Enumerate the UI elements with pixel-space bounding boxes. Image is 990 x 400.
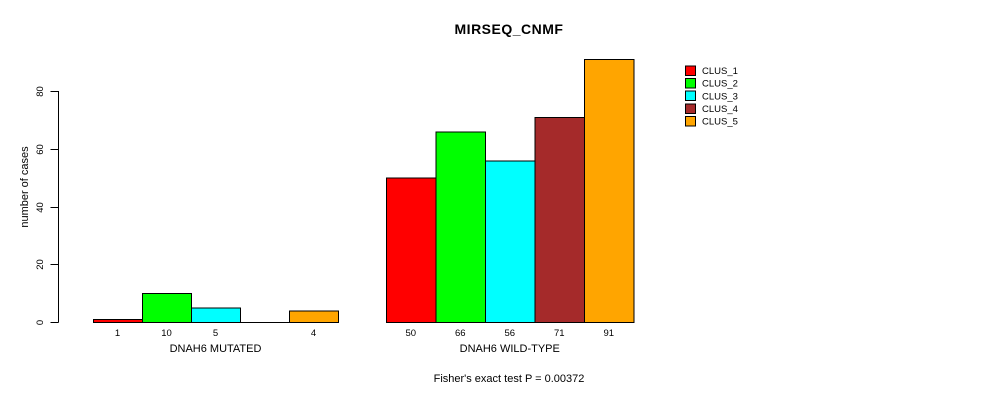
bar-value-label: 1 xyxy=(115,328,120,339)
legend-swatch xyxy=(685,77,696,89)
bar xyxy=(435,131,486,323)
y-axis-tick-label: 20 xyxy=(35,259,46,270)
bar-value-label: 50 xyxy=(405,328,416,339)
bar xyxy=(386,177,437,323)
bar-value-label: 10 xyxy=(161,328,172,339)
bar-value-label: 56 xyxy=(504,328,515,339)
bar-value-label: 91 xyxy=(603,328,614,339)
legend-label: CLUS_2 xyxy=(702,79,738,90)
chart-title: MIRSEQ_CNMF xyxy=(454,21,564,37)
legend-label: CLUS_3 xyxy=(702,91,738,102)
legend-swatch xyxy=(685,116,696,127)
legend-swatch xyxy=(685,103,696,114)
bar-value-label: 71 xyxy=(554,328,565,339)
bar xyxy=(142,293,192,323)
bar-value-label: 66 xyxy=(455,328,466,339)
bar xyxy=(534,116,585,323)
y-axis-tick-label: 60 xyxy=(35,144,46,155)
bar xyxy=(584,59,635,324)
group-axis-label: DNAH6 WILD-TYPE xyxy=(460,343,560,355)
fisher-test-annotation: Fisher's exact test P = 0.00372 xyxy=(433,373,585,385)
bar xyxy=(93,319,143,323)
bar xyxy=(485,160,536,323)
legend-swatch xyxy=(685,90,696,102)
y-axis-tick-label: 0 xyxy=(35,320,46,325)
legend-label: CLUS_4 xyxy=(702,104,738,115)
bar-value-label: 4 xyxy=(311,328,316,339)
y-axis-tick-label: 80 xyxy=(35,86,46,97)
bar-value-label: 5 xyxy=(213,328,218,339)
y-axis-tick-label: 40 xyxy=(35,202,46,213)
legend-label: CLUS_5 xyxy=(702,117,738,128)
legend-label: CLUS_1 xyxy=(702,66,738,77)
group-axis-label: DNAH6 MUTATED xyxy=(170,343,262,355)
bar xyxy=(289,310,339,324)
legend-swatch xyxy=(685,65,696,76)
bar xyxy=(191,307,241,323)
